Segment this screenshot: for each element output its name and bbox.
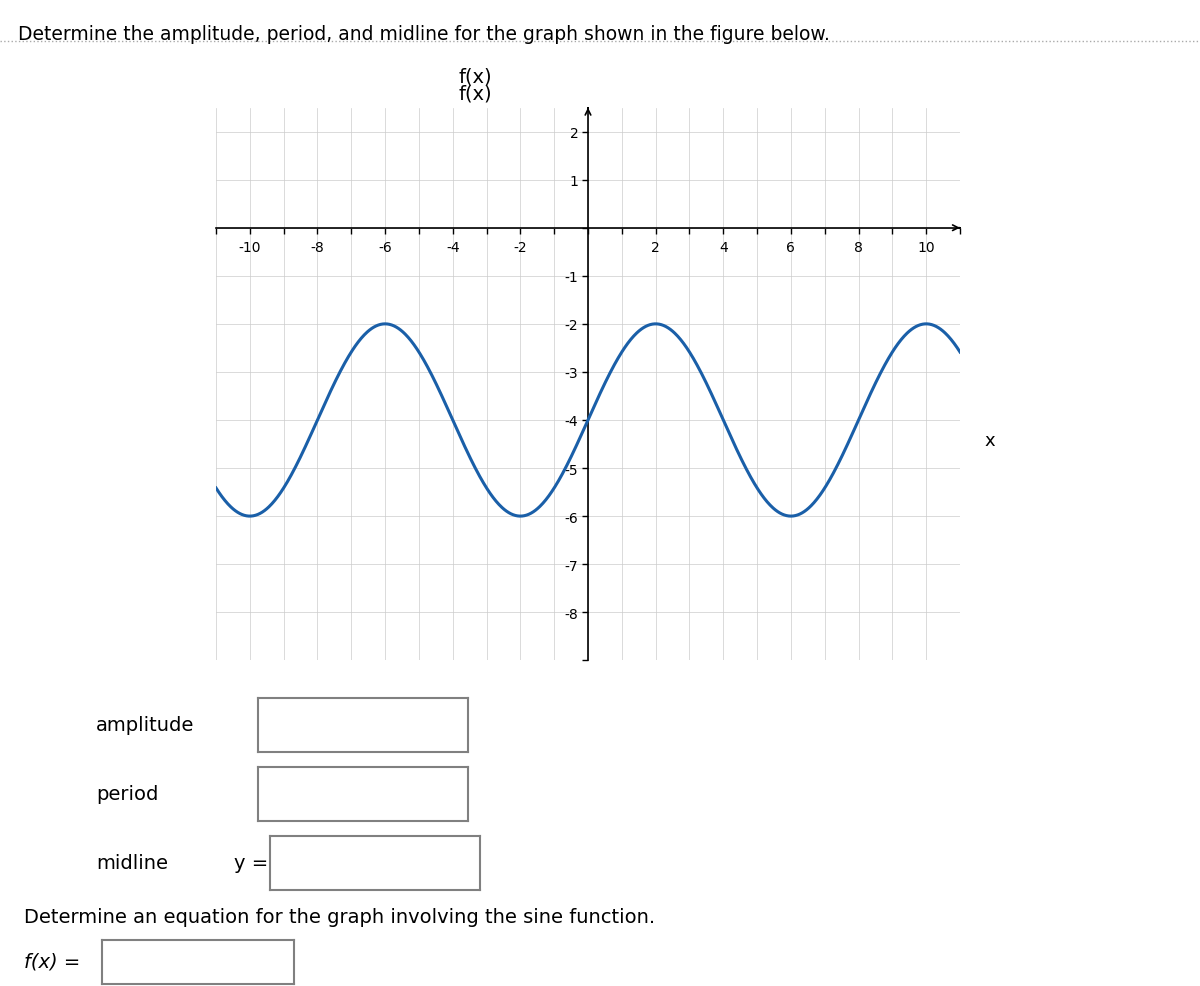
Text: Determine the amplitude, period, and midline for the graph shown in the figure b: Determine the amplitude, period, and mid… [18,25,830,44]
Text: f(x): f(x) [458,84,492,103]
Text: midline: midline [96,853,168,873]
Text: amplitude: amplitude [96,715,194,735]
Text: y =: y = [234,853,269,873]
Text: f(x) =: f(x) = [24,951,80,971]
Text: Determine an equation for the graph involving the sine function.: Determine an equation for the graph invo… [24,907,655,927]
Text: period: period [96,784,158,804]
Text: f(x): f(x) [458,67,492,87]
X-axis label: x: x [984,432,995,450]
